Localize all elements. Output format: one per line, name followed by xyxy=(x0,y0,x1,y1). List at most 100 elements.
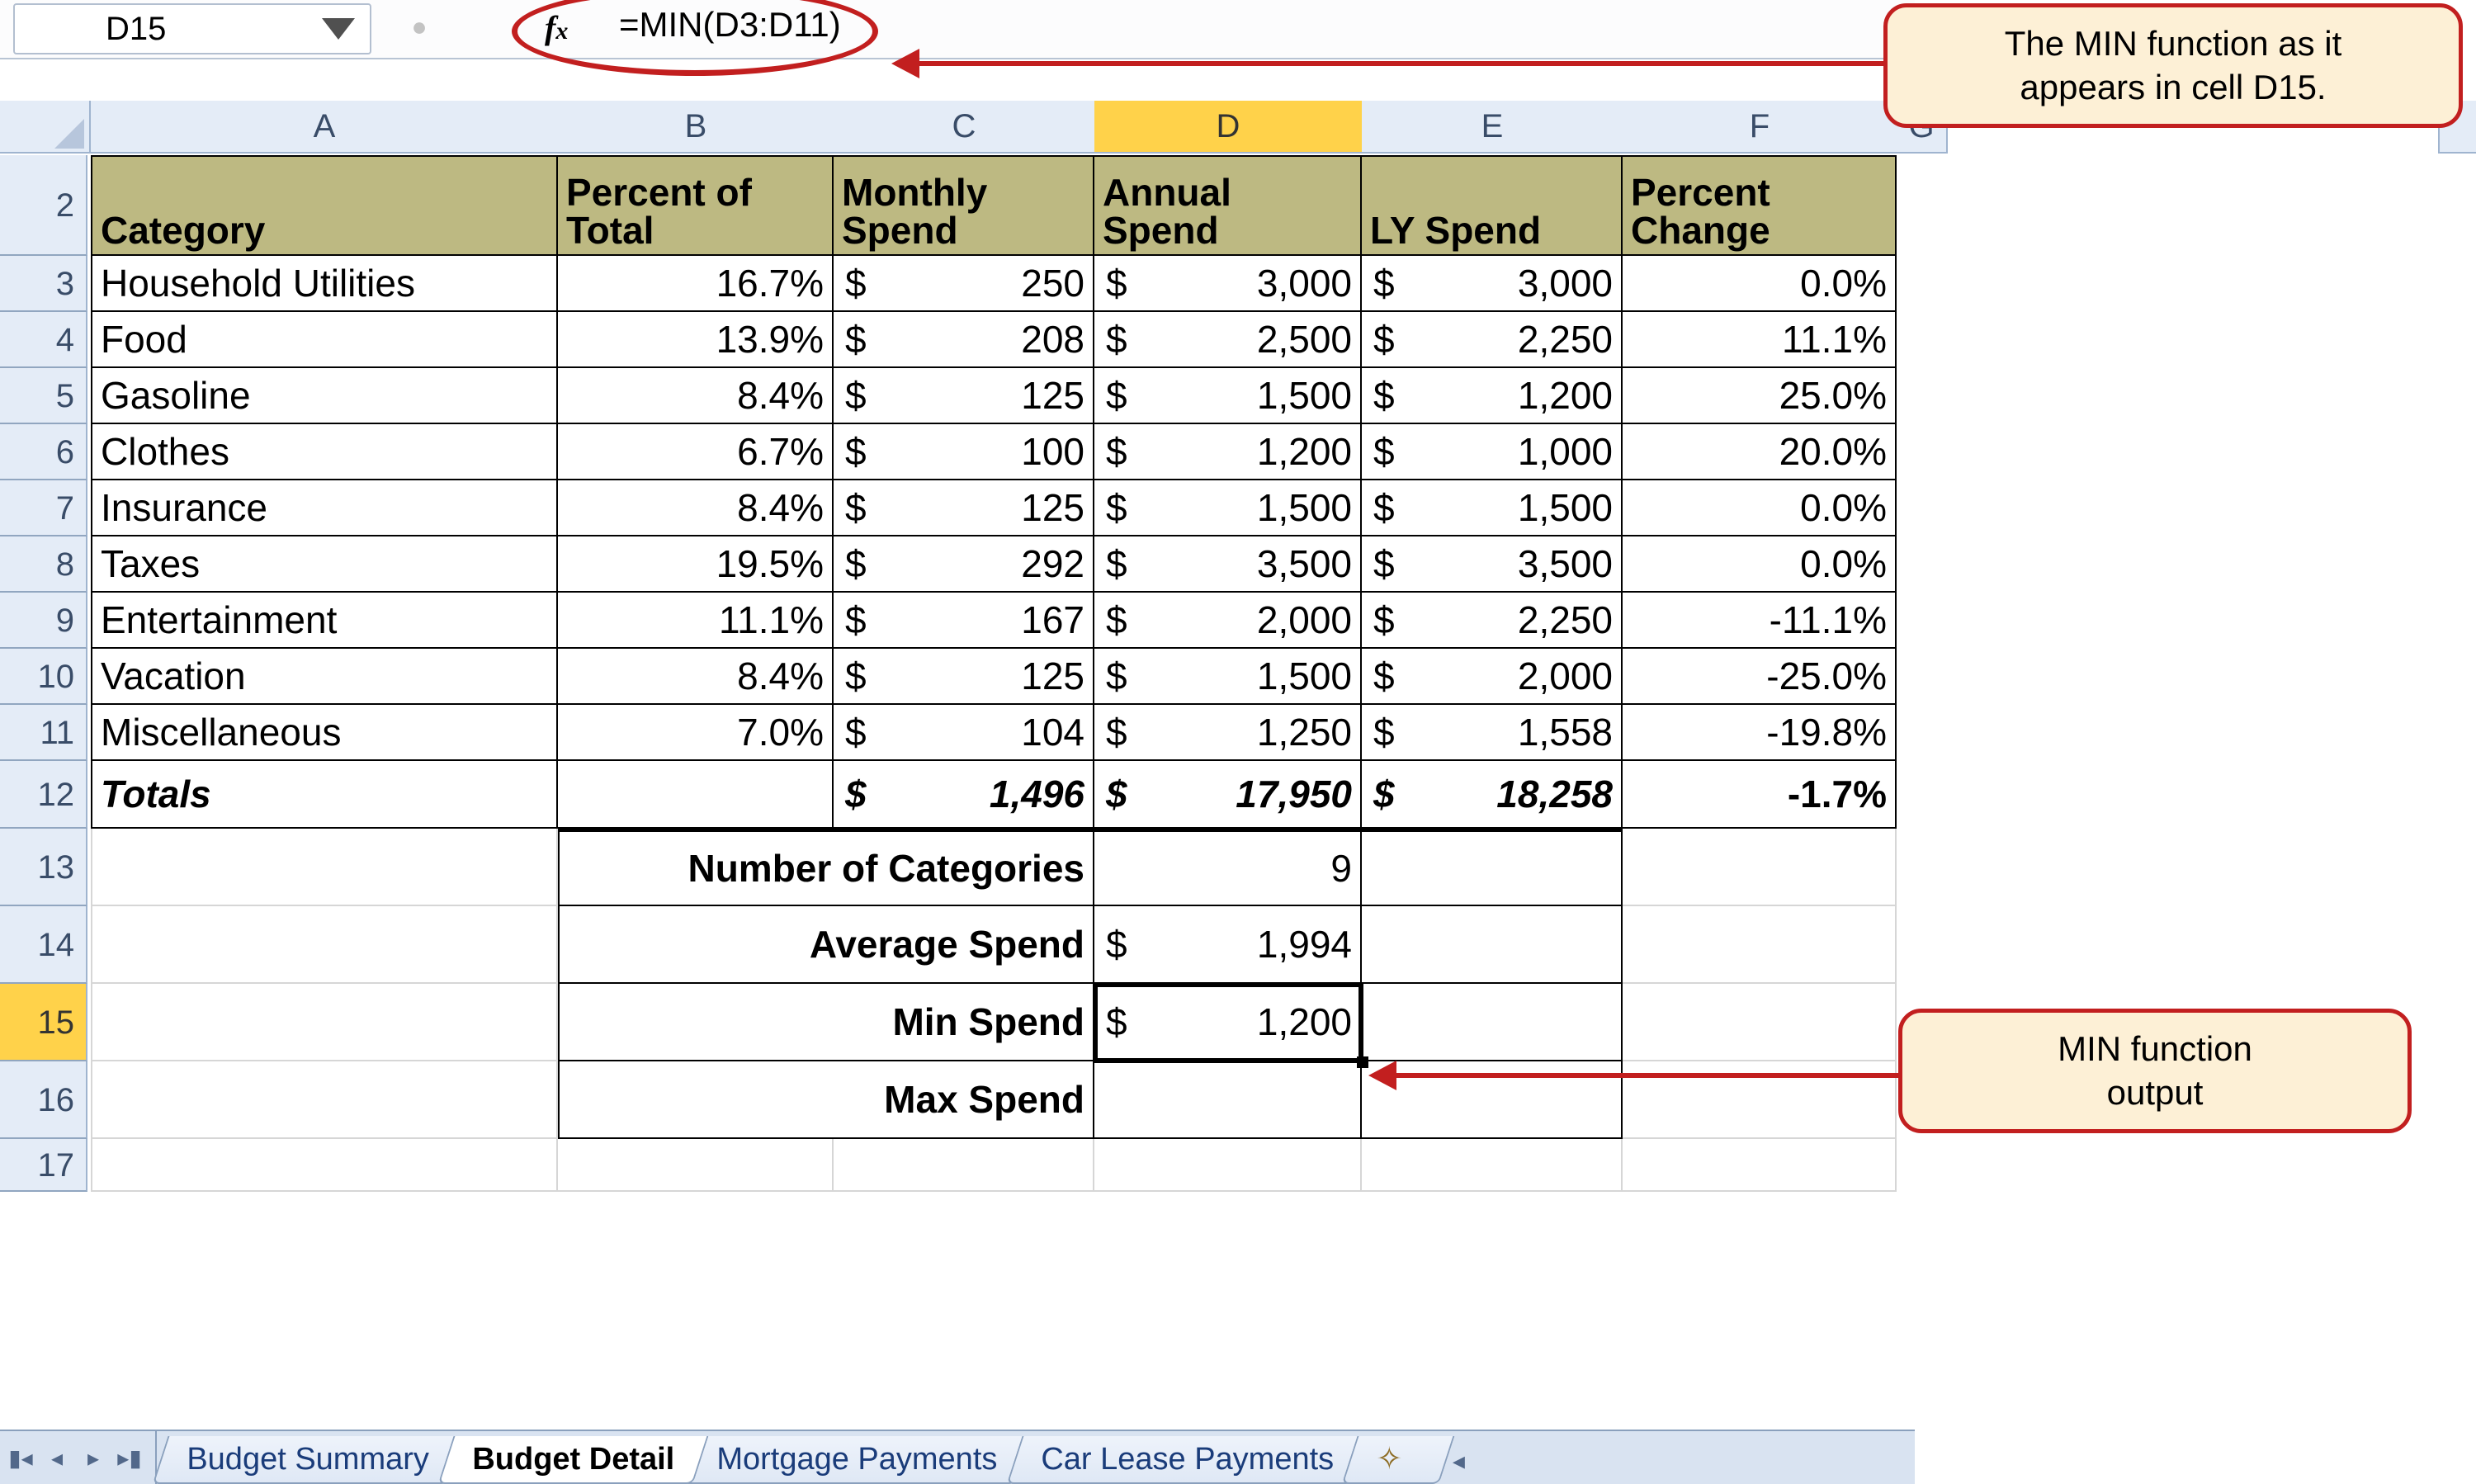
cell-chg-8[interactable]: 0.0% xyxy=(1623,536,1897,593)
cell-pct-6[interactable]: 6.7% xyxy=(558,424,834,480)
cell-ly-7[interactable]: $1,500 xyxy=(1362,480,1623,536)
cell-annual-4[interactable]: $2,500 xyxy=(1094,312,1362,368)
stat-label-16[interactable]: Max Spend xyxy=(558,1061,1094,1139)
cell-chg-10[interactable]: -25.0% xyxy=(1623,649,1897,705)
stat-label-13[interactable]: Number of Categories xyxy=(558,829,1094,906)
cell-chg-11[interactable]: -19.8% xyxy=(1623,705,1897,761)
sheet-tab-budget-detail[interactable]: Budget Detail xyxy=(437,1436,708,1484)
stat-f-15[interactable] xyxy=(1623,984,1897,1061)
column-header-d[interactable]: D xyxy=(1094,101,1363,154)
cell-annual-6[interactable]: $1,200 xyxy=(1094,424,1362,480)
cell-a-14[interactable] xyxy=(91,906,558,984)
cell-chg-6[interactable]: 20.0% xyxy=(1623,424,1897,480)
column-header-b[interactable]: B xyxy=(558,101,835,154)
cell-e-17[interactable] xyxy=(1362,1139,1623,1192)
header-percent-change[interactable]: PercentChange xyxy=(1623,155,1897,256)
stat-e-15[interactable] xyxy=(1362,984,1623,1061)
new-sheet-icon[interactable]: ✧ xyxy=(1342,1436,1455,1484)
cell-category-5[interactable]: Gasoline xyxy=(91,368,558,424)
stat-val-16[interactable] xyxy=(1094,1061,1362,1139)
cell-pct-7[interactable]: 8.4% xyxy=(558,480,834,536)
cell-chg-3[interactable]: 0.0% xyxy=(1623,256,1897,312)
cell-pct-10[interactable]: 8.4% xyxy=(558,649,834,705)
fx-icon[interactable]: fx xyxy=(545,8,568,47)
sheet-tab-budget-summary[interactable]: Budget Summary xyxy=(153,1436,463,1484)
row-header-2[interactable]: 2 xyxy=(0,155,87,256)
cell-annual-3[interactable]: $3,000 xyxy=(1094,256,1362,312)
cell-ly-6[interactable]: $1,000 xyxy=(1362,424,1623,480)
sheet-tab-car-lease-payments[interactable]: Car Lease Payments xyxy=(1006,1436,1368,1484)
stat-e-13[interactable] xyxy=(1362,829,1623,906)
header-category[interactable]: Category xyxy=(91,155,558,256)
cell-a-16[interactable] xyxy=(91,1061,558,1139)
cell-annual-7[interactable]: $1,500 xyxy=(1094,480,1362,536)
row-header-17[interactable]: 17 xyxy=(0,1139,87,1192)
cell-monthly-7[interactable]: $125 xyxy=(834,480,1094,536)
row-header-15[interactable]: 15 xyxy=(0,984,87,1061)
name-box[interactable]: D15 xyxy=(13,3,371,54)
cell-category-11[interactable]: Miscellaneous xyxy=(91,705,558,761)
row-header-5[interactable]: 5 xyxy=(0,368,87,424)
formula-input[interactable]: =MIN(D3:D11) xyxy=(619,5,841,45)
cell-d-17[interactable] xyxy=(1094,1139,1362,1192)
cell-ly-11[interactable]: $1,558 xyxy=(1362,705,1623,761)
stat-label-15[interactable]: Min Spend xyxy=(558,984,1094,1061)
tab-nav-last-icon[interactable]: ▸▮ xyxy=(116,1444,144,1472)
cell-a-13[interactable] xyxy=(91,829,558,906)
cell-monthly-3[interactable]: $250 xyxy=(834,256,1094,312)
cell-chg-9[interactable]: -11.1% xyxy=(1623,593,1897,649)
stat-label-14[interactable]: Average Spend xyxy=(558,906,1094,984)
cell-chg-7[interactable]: 0.0% xyxy=(1623,480,1897,536)
row-header-9[interactable]: 9 xyxy=(0,593,87,649)
stat-e-14[interactable] xyxy=(1362,906,1623,984)
cell-pct-11[interactable]: 7.0% xyxy=(558,705,834,761)
row-header-16[interactable]: 16 xyxy=(0,1061,87,1139)
cell-totals-pct[interactable] xyxy=(558,761,834,829)
cell-totals-monthly[interactable]: $1,496 xyxy=(834,761,1094,829)
fx-cancel-icon[interactable]: ● xyxy=(403,7,436,46)
cell-f-17[interactable] xyxy=(1623,1139,1897,1192)
cell-ly-10[interactable]: $2,000 xyxy=(1362,649,1623,705)
cell-category-9[interactable]: Entertainment xyxy=(91,593,558,649)
sheet-tab-mortgage-payments[interactable]: Mortgage Payments xyxy=(683,1436,1032,1484)
cell-c-17[interactable] xyxy=(834,1139,1094,1192)
row-header-13[interactable]: 13 xyxy=(0,829,87,906)
cell-category-3[interactable]: Household Utilities xyxy=(91,256,558,312)
cell-annual-11[interactable]: $1,250 xyxy=(1094,705,1362,761)
cell-totals-annual[interactable]: $17,950 xyxy=(1094,761,1362,829)
column-header-c[interactable]: C xyxy=(834,101,1096,154)
stat-val-13[interactable]: 9 xyxy=(1094,829,1362,906)
column-header-a[interactable]: A xyxy=(91,101,560,154)
cell-pct-8[interactable]: 19.5% xyxy=(558,536,834,593)
cell-category-7[interactable]: Insurance xyxy=(91,480,558,536)
cell-ly-3[interactable]: $3,000 xyxy=(1362,256,1623,312)
select-all-corner[interactable] xyxy=(0,101,91,154)
cell-annual-8[interactable]: $3,500 xyxy=(1094,536,1362,593)
stat-val-15[interactable]: $1,200 xyxy=(1094,984,1362,1061)
cell-ly-4[interactable]: $2,250 xyxy=(1362,312,1623,368)
row-header-3[interactable]: 3 xyxy=(0,256,87,312)
cell-b-17[interactable] xyxy=(558,1139,834,1192)
row-header-10[interactable]: 10 xyxy=(0,649,87,705)
cell-monthly-5[interactable]: $125 xyxy=(834,368,1094,424)
cell-category-6[interactable]: Clothes xyxy=(91,424,558,480)
cell-category-4[interactable]: Food xyxy=(91,312,558,368)
cell-pct-5[interactable]: 8.4% xyxy=(558,368,834,424)
cell-ly-9[interactable]: $2,250 xyxy=(1362,593,1623,649)
cell-pct-9[interactable]: 11.1% xyxy=(558,593,834,649)
row-header-6[interactable]: 6 xyxy=(0,424,87,480)
row-header-12[interactable]: 12 xyxy=(0,761,87,829)
tab-nav-first-icon[interactable]: ▮◂ xyxy=(7,1444,35,1472)
cell-annual-9[interactable]: $2,000 xyxy=(1094,593,1362,649)
row-header-11[interactable]: 11 xyxy=(0,705,87,761)
tab-nav-next-icon[interactable]: ▸ xyxy=(79,1444,107,1472)
cell-monthly-11[interactable]: $104 xyxy=(834,705,1094,761)
cell-chg-4[interactable]: 11.1% xyxy=(1623,312,1897,368)
row-header-8[interactable]: 8 xyxy=(0,536,87,593)
cell-ly-8[interactable]: $3,500 xyxy=(1362,536,1623,593)
row-header-4[interactable]: 4 xyxy=(0,312,87,368)
row-header-14[interactable]: 14 xyxy=(0,906,87,984)
cell-pct-3[interactable]: 16.7% xyxy=(558,256,834,312)
cell-totals-chg[interactable]: -1.7% xyxy=(1623,761,1897,829)
cell-pct-4[interactable]: 13.9% xyxy=(558,312,834,368)
